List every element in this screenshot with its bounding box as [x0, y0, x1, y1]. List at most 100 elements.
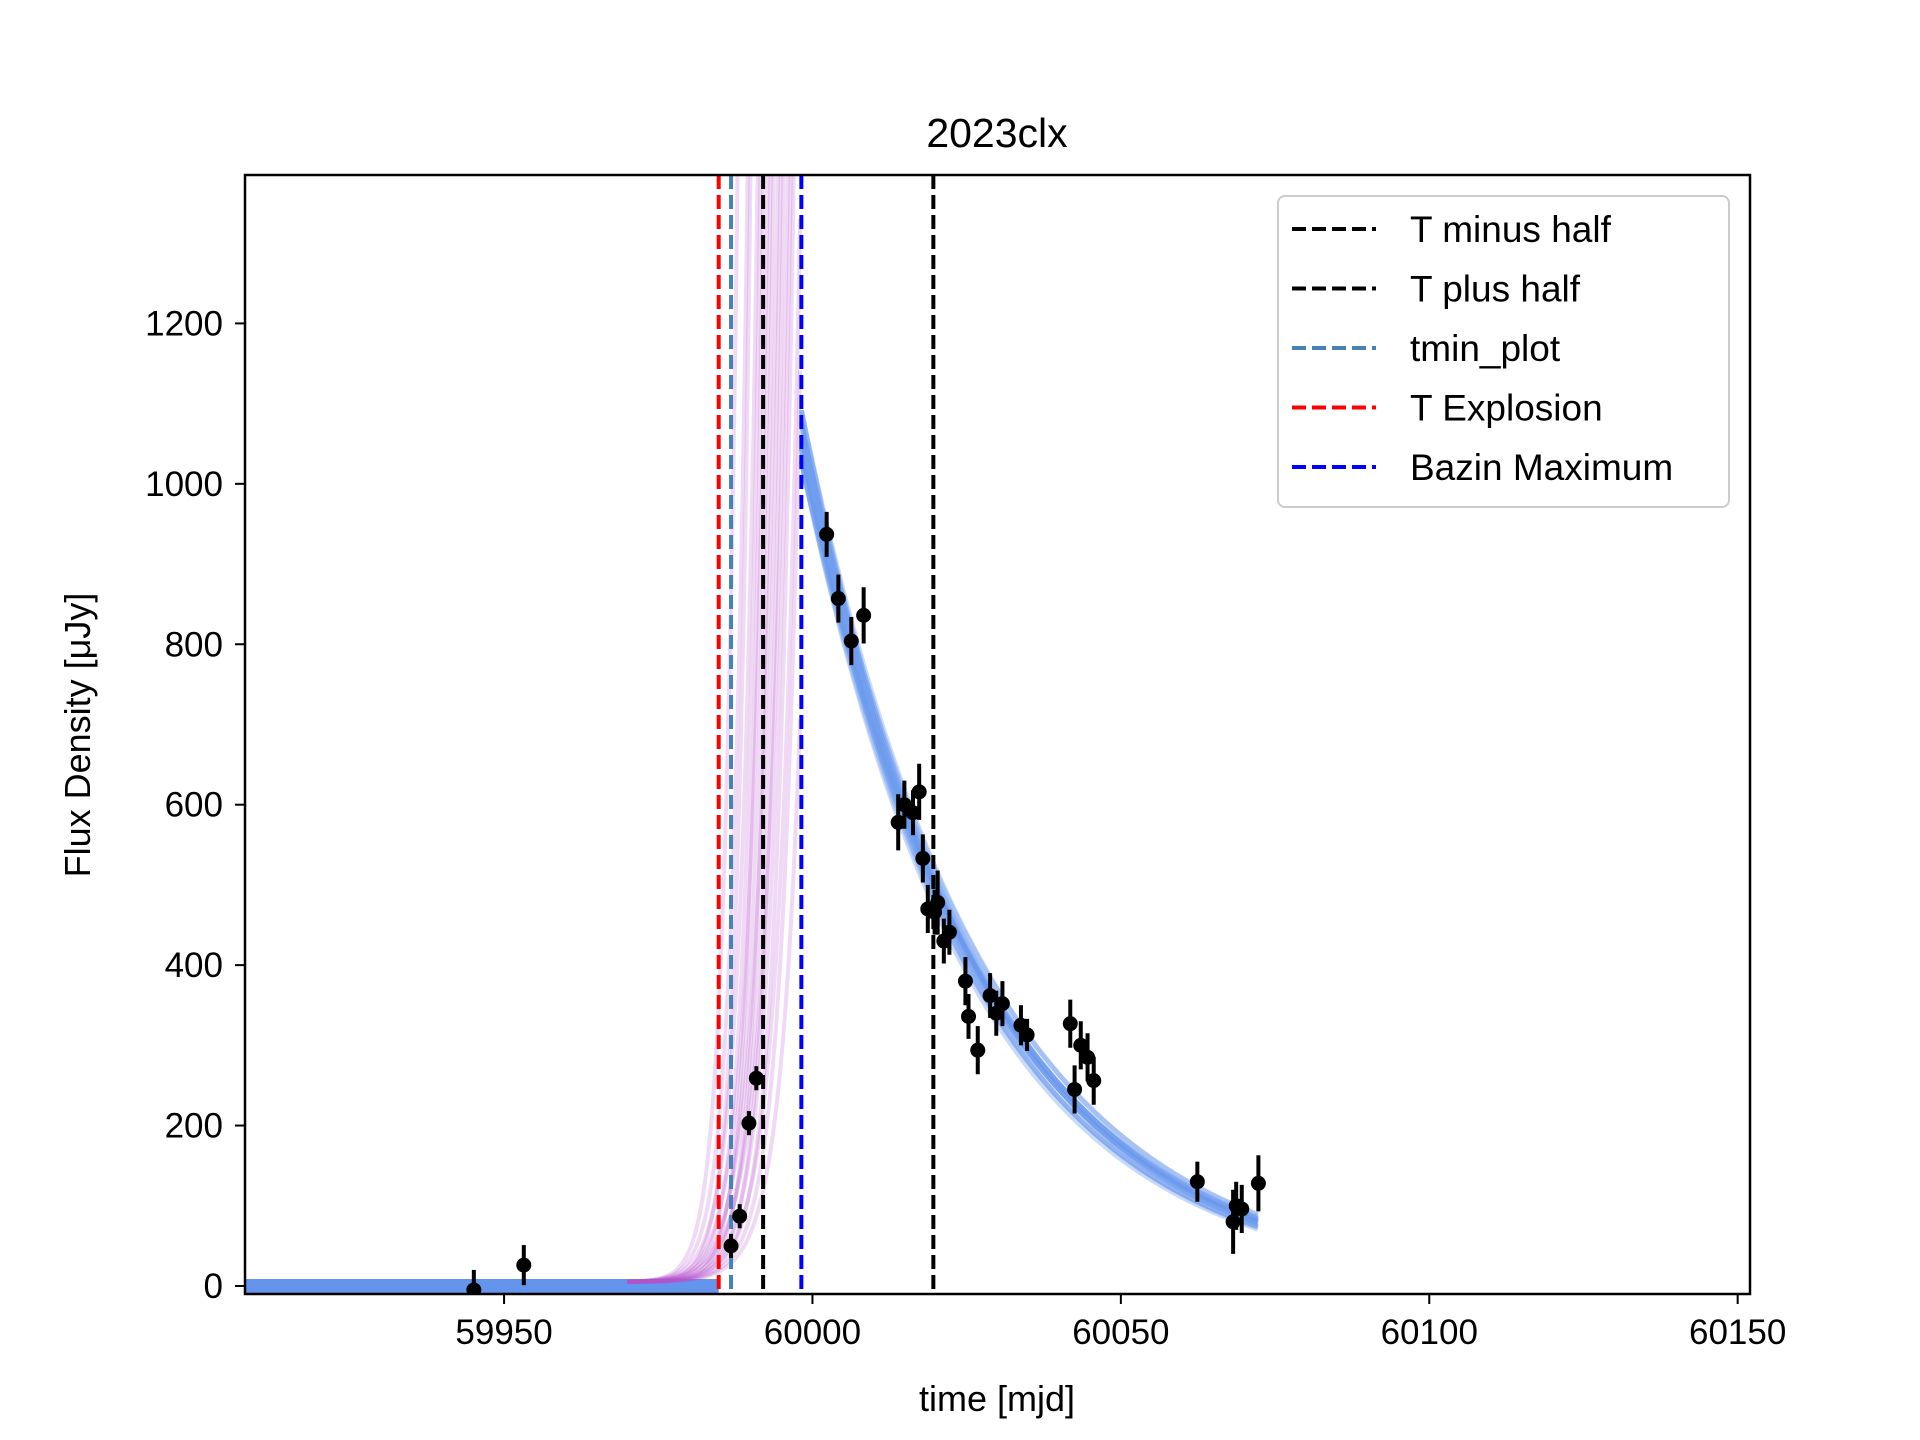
y-tick-label: 0 — [204, 1267, 223, 1306]
decline-sample-curve — [798, 460, 1259, 1224]
rise-sample-curve — [627, 719, 803, 1284]
data-point — [748, 1066, 764, 1091]
x-tick-label: 60150 — [1689, 1313, 1786, 1352]
data-point — [843, 616, 859, 666]
legend-label: Bazin Maximum — [1410, 447, 1673, 488]
data-marker — [970, 1042, 986, 1058]
data-marker — [856, 607, 872, 623]
legend-entry: T plus half — [1292, 269, 1581, 310]
data-marker — [466, 1282, 482, 1294]
data-marker — [915, 850, 931, 866]
data-point — [723, 1233, 739, 1258]
data-marker — [732, 1208, 748, 1224]
data-point — [1234, 1184, 1250, 1234]
legend-entry: T Explosion — [1292, 388, 1603, 429]
data-marker — [1189, 1174, 1205, 1190]
x-tick-label: 60000 — [764, 1313, 861, 1352]
data-point — [1067, 1065, 1083, 1114]
data-point — [830, 574, 846, 623]
data-point — [1189, 1161, 1205, 1202]
reference-lines — [716, 175, 936, 1294]
decline-sample-curve — [798, 460, 1259, 1221]
decline-sample-curve — [798, 422, 1259, 1223]
y-tick-label: 200 — [165, 1107, 223, 1146]
legend-entry: T minus half — [1292, 209, 1612, 250]
rise-sample-curve — [627, 175, 776, 1284]
decline-sample-curve — [798, 460, 1259, 1232]
data-point — [941, 909, 957, 955]
decline-sample-curve — [798, 422, 1259, 1226]
data-marker — [1086, 1073, 1102, 1089]
rise-sample-curve — [627, 175, 750, 1284]
data-marker — [1080, 1049, 1096, 1065]
rise-sample-curve — [627, 370, 803, 1284]
data-point — [1073, 1021, 1089, 1070]
rise-sample-curve — [627, 175, 740, 1284]
legend-label: tmin_plot — [1410, 328, 1561, 369]
rise-sample-curve — [627, 175, 796, 1284]
data-marker — [748, 1070, 764, 1086]
y-tick-label: 600 — [165, 786, 223, 825]
data-marker — [941, 924, 957, 940]
rise-sample-curve — [627, 175, 783, 1284]
data-point — [819, 511, 835, 557]
data-point — [957, 957, 973, 1006]
rise-sample-curve — [627, 175, 793, 1284]
rise-sample-curve — [627, 175, 753, 1284]
legend-label: T Explosion — [1410, 388, 1603, 429]
x-tick-label: 60100 — [1381, 1313, 1478, 1352]
decline-sample-curve — [798, 409, 1259, 1218]
data-point — [961, 993, 977, 1039]
legend-label: T minus half — [1410, 209, 1612, 250]
data-marker — [1225, 1214, 1241, 1230]
rise-sample-curve — [627, 175, 763, 1284]
data-point — [915, 834, 931, 883]
data-point — [856, 587, 872, 644]
data-marker — [905, 805, 921, 821]
y-tick-label: 400 — [165, 946, 223, 985]
x-axis-ticks: 59950 60000 60050 60100 60150 — [455, 1294, 1786, 1352]
rise-sample-curve — [627, 175, 790, 1284]
plot-frame — [243, 173, 1752, 1296]
data-point — [994, 981, 1010, 1027]
data-point — [1062, 999, 1078, 1048]
data-marker — [1234, 1201, 1250, 1217]
data-marker — [957, 973, 973, 989]
decline-sample-curve — [798, 422, 1259, 1217]
data-marker — [1250, 1175, 1266, 1191]
decline-sample-curve — [798, 435, 1259, 1230]
legend-box — [1277, 195, 1730, 508]
y-axis-ticks: 0 200 400 600 800 1000 1200 — [145, 304, 245, 1306]
data-marker — [830, 591, 846, 607]
decline-sample-curve — [798, 448, 1259, 1229]
y-tick-label: 1000 — [145, 465, 223, 504]
rise-sample-curve — [627, 175, 780, 1284]
decline-sample-curve — [798, 435, 1259, 1225]
legend-entry: Bazin Maximum — [1292, 447, 1673, 488]
rise-sample-curve — [627, 175, 770, 1284]
y-axis-label: Flux Density [μJy] — [57, 593, 98, 878]
data-point — [930, 870, 946, 935]
decline-sample-curve — [798, 460, 1259, 1229]
data-marker — [911, 784, 927, 800]
observation-points — [466, 511, 1266, 1294]
data-point — [905, 790, 921, 836]
legend: T minus half T plus half tmin_plot T Explos… — [1277, 195, 1730, 508]
legend-label: T plus half — [1410, 269, 1581, 310]
data-point — [1019, 1018, 1035, 1051]
data-marker — [741, 1115, 757, 1131]
decline-sample-curve — [798, 435, 1259, 1222]
data-point — [1250, 1155, 1266, 1212]
rise-sample-curve — [627, 175, 760, 1284]
data-marker — [1062, 1016, 1078, 1032]
data-point — [911, 763, 927, 820]
data-marker — [723, 1238, 739, 1254]
data-point — [741, 1111, 757, 1136]
decline-sample-curve — [798, 447, 1259, 1221]
data-marker — [1019, 1027, 1035, 1043]
data-marker — [994, 996, 1010, 1012]
decline-sample-curve — [798, 409, 1259, 1223]
data-point — [732, 1204, 748, 1229]
x-tick-label: 59950 — [455, 1313, 552, 1352]
data-marker — [1067, 1081, 1083, 1097]
